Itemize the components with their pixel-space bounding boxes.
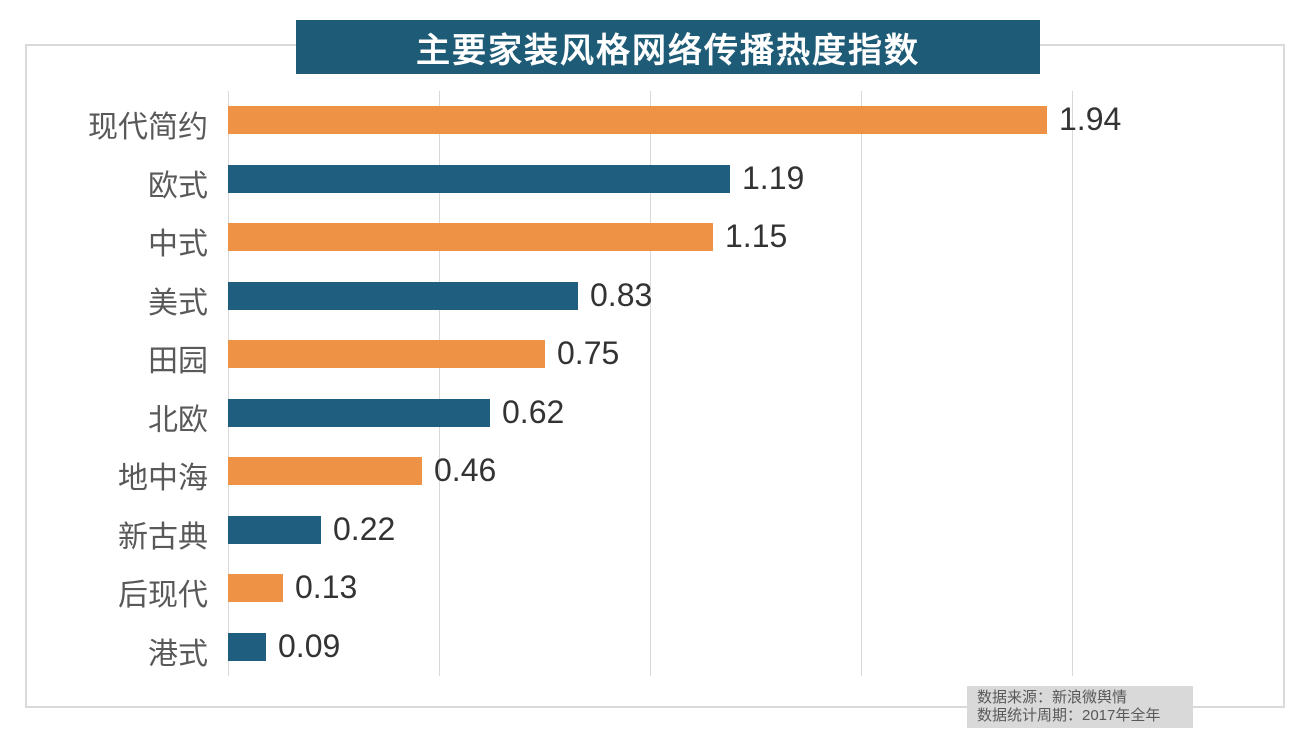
gridline — [650, 91, 651, 676]
value-label: 1.19 — [742, 159, 805, 196]
category-label: 新古典 — [118, 520, 208, 554]
category-label: 后现代 — [118, 579, 208, 612]
gridline — [439, 91, 440, 676]
bar-row: 田园 0.75 — [0, 325, 1308, 384]
value-label: 0.46 — [434, 452, 497, 488]
value-label: 0.13 — [295, 569, 358, 605]
bar-中式 — [228, 223, 713, 251]
bar-row: 港式 0.09 — [0, 618, 1308, 677]
category-label: 港式 — [148, 637, 208, 671]
bar-row: 欧式 1.19 — [0, 150, 1308, 209]
bar-现代简约 — [228, 106, 1047, 134]
gridline — [861, 91, 862, 676]
bar-新古典 — [228, 515, 321, 544]
chart-title: 主要家装风格网络传播热度指数 — [416, 31, 920, 70]
category-label: 欧式 — [148, 169, 208, 203]
bar-港式 — [228, 632, 266, 661]
category-label: 中式 — [148, 228, 208, 261]
value-label: 0.62 — [502, 393, 565, 430]
data-source-box: 数据来源：新浪微舆情 数据统计周期：2017年全年 — [967, 686, 1193, 728]
bar-后现代 — [228, 574, 283, 602]
bar-北欧 — [228, 398, 490, 427]
gridline — [1072, 91, 1073, 676]
value-label: 0.83 — [590, 276, 653, 313]
bar-美式 — [228, 281, 578, 310]
bar-田园 — [228, 340, 545, 368]
value-label: 0.75 — [557, 335, 620, 371]
data-period-line: 数据统计周期：2017年全年 — [977, 707, 1161, 724]
value-label: 1.94 — [1059, 101, 1122, 137]
gridline — [228, 91, 229, 676]
bar-地中海 — [228, 457, 422, 485]
value-label: 0.22 — [333, 510, 396, 547]
value-label: 0.09 — [278, 627, 341, 664]
category-label: 地中海 — [118, 462, 208, 495]
bar-欧式 — [228, 164, 730, 193]
bar-row: 现代简约 1.94 — [0, 91, 1308, 150]
chart-title-banner: 主要家装风格网络传播热度指数 — [296, 20, 1040, 74]
category-label: 北欧 — [148, 403, 208, 437]
value-label: 1.15 — [725, 218, 788, 254]
bar-row: 美式 0.83 — [0, 267, 1308, 326]
bar-row: 地中海 0.46 — [0, 442, 1308, 501]
category-label: 田园 — [148, 345, 208, 378]
data-source-line: 数据来源：新浪微舆情 — [977, 689, 1128, 706]
bar-row: 中式 1.15 — [0, 208, 1308, 267]
bar-row: 新古典 0.22 — [0, 501, 1308, 560]
category-label: 美式 — [148, 286, 208, 320]
bar-row: 后现代 0.13 — [0, 559, 1308, 618]
category-label: 现代简约 — [88, 111, 208, 144]
bar-row: 北欧 0.62 — [0, 384, 1308, 443]
